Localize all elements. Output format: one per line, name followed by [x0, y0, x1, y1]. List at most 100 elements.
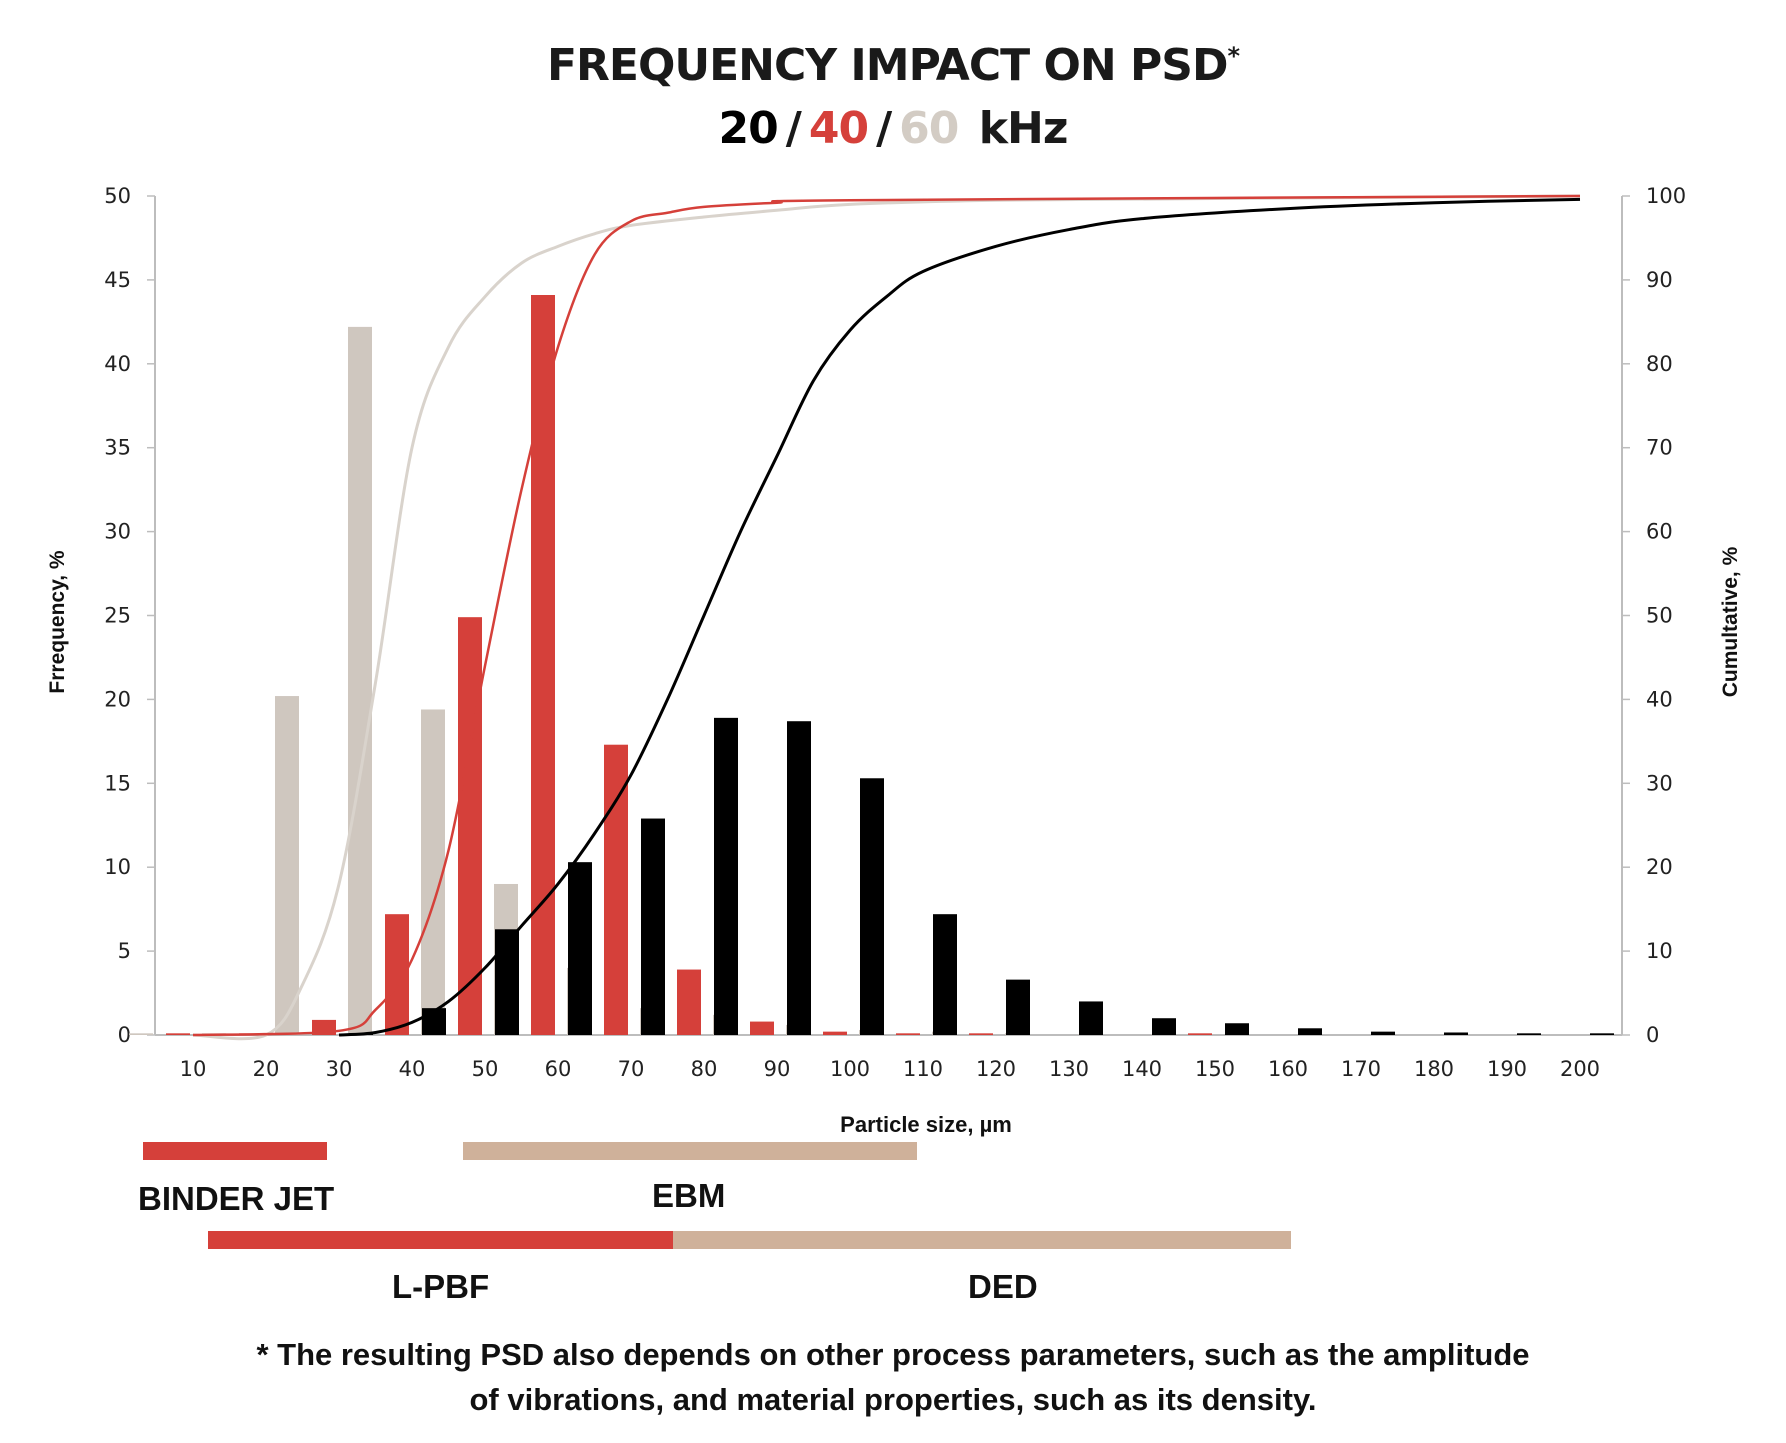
y-right-tick-label: 60	[1646, 520, 1673, 544]
frequency-legend: 20/40/60 kHz	[0, 103, 1786, 154]
x-tick-label: 30	[326, 1057, 353, 1081]
ebm-label: EBM	[652, 1177, 726, 1214]
y-left-tick-label: 45	[104, 268, 131, 292]
y-left-tick-label: 50	[104, 184, 131, 208]
y-left-tick-label: 35	[104, 436, 131, 460]
legend-40khz: 40	[808, 103, 869, 154]
bar-60khz	[348, 326, 372, 1035]
x-tick-label: 160	[1268, 1057, 1308, 1081]
x-tick-label: 130	[1049, 1057, 1089, 1081]
bar-40khz	[677, 969, 701, 1035]
x-tick-label: 40	[399, 1057, 426, 1081]
lpbf-label: L-PBF	[392, 1268, 490, 1305]
y-left-tick-label: 15	[104, 771, 131, 795]
y-right-tick-label: 80	[1646, 352, 1673, 376]
bar-20khz	[1590, 1033, 1614, 1035]
bar-20khz	[641, 818, 665, 1035]
chart-bars	[129, 295, 1614, 1035]
y-left-tick-label: 0	[118, 1023, 131, 1047]
x-tick-label: 200	[1560, 1057, 1600, 1081]
y-right-tick-label: 0	[1646, 1023, 1659, 1047]
lpbf-range-bar	[208, 1231, 673, 1249]
footnote: * The resulting PSD also depends on othe…	[0, 1332, 1786, 1422]
y-axis-label-right: Cumultative, %	[1719, 546, 1742, 697]
x-tick-label: 80	[691, 1057, 718, 1081]
ded-label: DED	[968, 1268, 1038, 1305]
x-tick-label: 190	[1487, 1057, 1527, 1081]
y-left-tick-label: 30	[104, 520, 131, 544]
x-tick-label: 50	[472, 1057, 499, 1081]
bar-20khz	[1006, 979, 1030, 1035]
cumulative-line-20khz	[338, 197, 1581, 1037]
bar-20khz	[1152, 1018, 1176, 1035]
x-tick-label: 60	[545, 1057, 572, 1081]
bar-40khz	[969, 1033, 993, 1035]
x-tick-label: 140	[1122, 1057, 1162, 1081]
y-right-tick-label: 90	[1646, 268, 1673, 292]
bar-20khz	[714, 717, 738, 1035]
x-tick-label: 70	[618, 1057, 645, 1081]
bar-20khz	[1079, 1001, 1103, 1035]
legend-separator: /	[876, 103, 892, 154]
bar-20khz	[860, 778, 884, 1035]
legend-20khz: 20	[718, 103, 779, 154]
bar-20khz	[787, 721, 811, 1035]
footnote-line-1: * The resulting PSD also depends on othe…	[256, 1337, 1530, 1372]
bar-60khz	[421, 709, 445, 1035]
y-right-tick-label: 40	[1646, 687, 1673, 711]
x-axis-label: Particle size, µm	[840, 1112, 1012, 1137]
x-tick-label: 120	[976, 1057, 1016, 1081]
y-left-tick-label: 40	[104, 352, 131, 376]
chart-title-block: FREQUENCY IMPACT ON PSD* 20/40/60 kHz	[0, 40, 1786, 154]
bar-20khz	[1225, 1023, 1249, 1035]
binder-jet-range-bar	[143, 1142, 327, 1160]
chart-cumulative-lines	[192, 194, 1581, 1041]
legend-60khz: 60	[899, 103, 959, 154]
x-tick-label: 90	[764, 1057, 791, 1081]
bar-40khz	[896, 1033, 920, 1035]
y-left-tick-label: 5	[118, 939, 131, 963]
y-left-tick-label: 25	[104, 604, 131, 628]
bar-20khz	[1444, 1032, 1468, 1035]
bar-40khz	[750, 1021, 774, 1035]
y-right-tick-label: 50	[1646, 604, 1673, 628]
x-tick-label: 10	[180, 1057, 207, 1081]
bar-40khz	[823, 1031, 847, 1035]
x-tick-label: 170	[1341, 1057, 1381, 1081]
bar-20khz	[568, 862, 592, 1035]
x-tick-label: 180	[1414, 1057, 1454, 1081]
bar-20khz	[1298, 1028, 1322, 1035]
x-tick-label: 110	[903, 1057, 943, 1081]
chart-title: FREQUENCY IMPACT ON PSD*	[0, 40, 1786, 91]
cumulative-line-40khz	[192, 194, 1581, 1037]
bar-20khz	[495, 929, 519, 1035]
title-asterisk: *	[1227, 42, 1240, 70]
bar-40khz	[166, 1033, 190, 1035]
bar-40khz	[458, 617, 482, 1035]
footnote-line-2: of vibrations, and material properties, …	[469, 1382, 1317, 1417]
bar-60khz	[275, 696, 299, 1035]
bar-40khz	[1188, 1033, 1212, 1035]
y-left-tick-label: 20	[104, 687, 131, 711]
y-right-tick-label: 30	[1646, 771, 1673, 795]
bar-40khz	[531, 295, 555, 1035]
ded-range-bar	[673, 1231, 1291, 1249]
bar-20khz	[1371, 1031, 1395, 1035]
y-axis-label-left: Frrequency, %	[46, 550, 69, 693]
chart-title-text: FREQUENCY IMPACT ON PSD	[546, 40, 1229, 91]
bar-20khz	[933, 914, 957, 1035]
legend-unit: kHz	[978, 103, 1069, 154]
y-right-tick-label: 70	[1646, 436, 1673, 460]
x-tick-label: 100	[830, 1057, 870, 1081]
y-left-tick-label: 10	[104, 855, 131, 879]
binder-jet-label: BINDER JET	[138, 1180, 335, 1217]
y-right-tick-label: 10	[1646, 939, 1673, 963]
bar-20khz	[1517, 1033, 1541, 1035]
y-right-tick-label: 20	[1646, 855, 1673, 879]
bar-60khz	[129, 1033, 153, 1035]
bar-40khz	[604, 744, 628, 1035]
chart-axes: 0 5 10 15 20 25 30 35 40 45 50 0 10 20 30 40 50 60 70 80 90 1…	[104, 184, 1686, 1081]
legend-separator: /	[785, 103, 802, 154]
x-tick-label: 20	[253, 1057, 280, 1081]
